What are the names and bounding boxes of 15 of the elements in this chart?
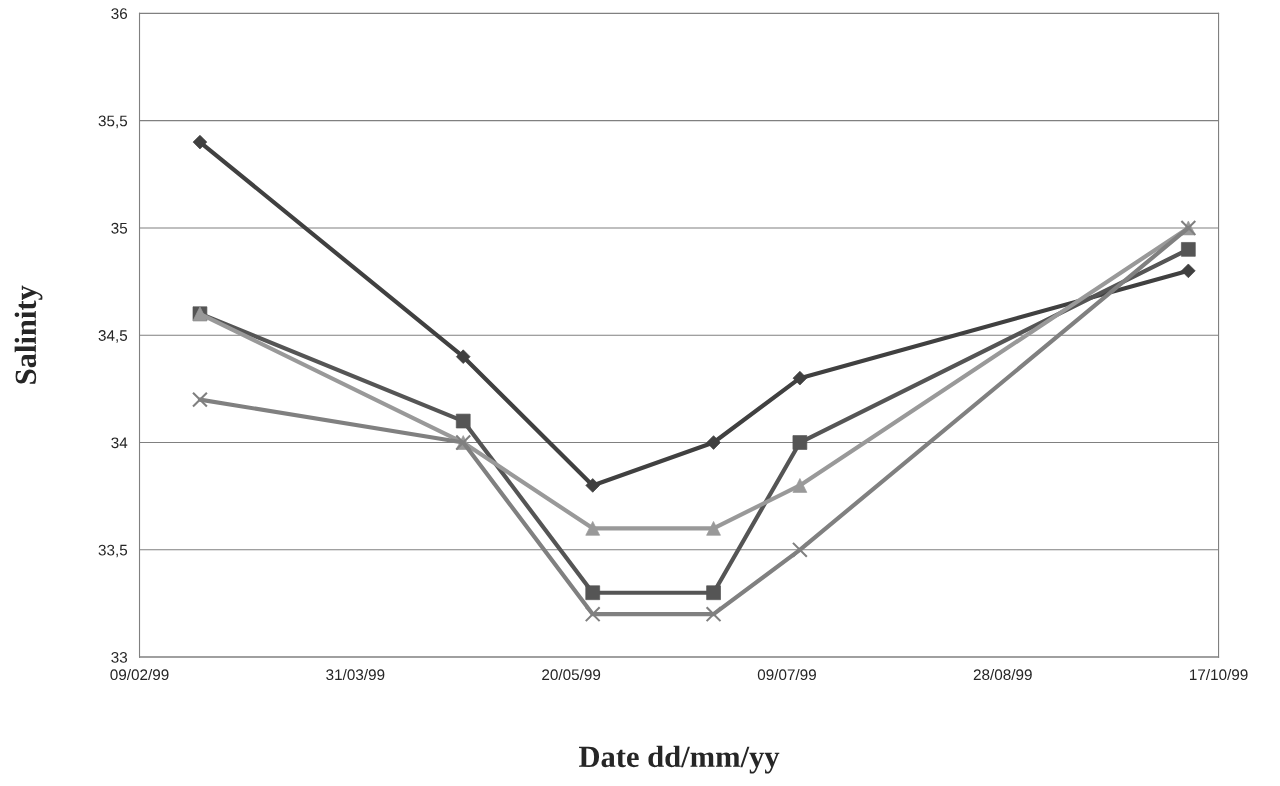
y-tick-label: 33,5 [98,544,128,558]
x-tick-label: 20/05/99 [542,668,601,681]
y-tick-label: 33 [111,651,128,663]
y-tick-label: 35,5 [98,115,128,129]
x-axis-title: Date dd/mm/yy [579,745,780,774]
y-tick-label: 35 [111,222,128,234]
y-axis-title: Salinity [14,285,43,384]
x-tick-label: 09/02/99 [110,668,169,681]
x-tick-label: 31/03/99 [326,668,385,681]
x-tick-label: 17/10/99 [1189,668,1248,681]
y-tick-label: 34 [111,437,128,449]
x-tick-label: 09/07/99 [757,668,816,681]
x-tick-label: 28/08/99 [973,668,1032,681]
y-tick-label: 36 [111,8,128,20]
y-tick-label: 34,5 [98,330,128,343]
